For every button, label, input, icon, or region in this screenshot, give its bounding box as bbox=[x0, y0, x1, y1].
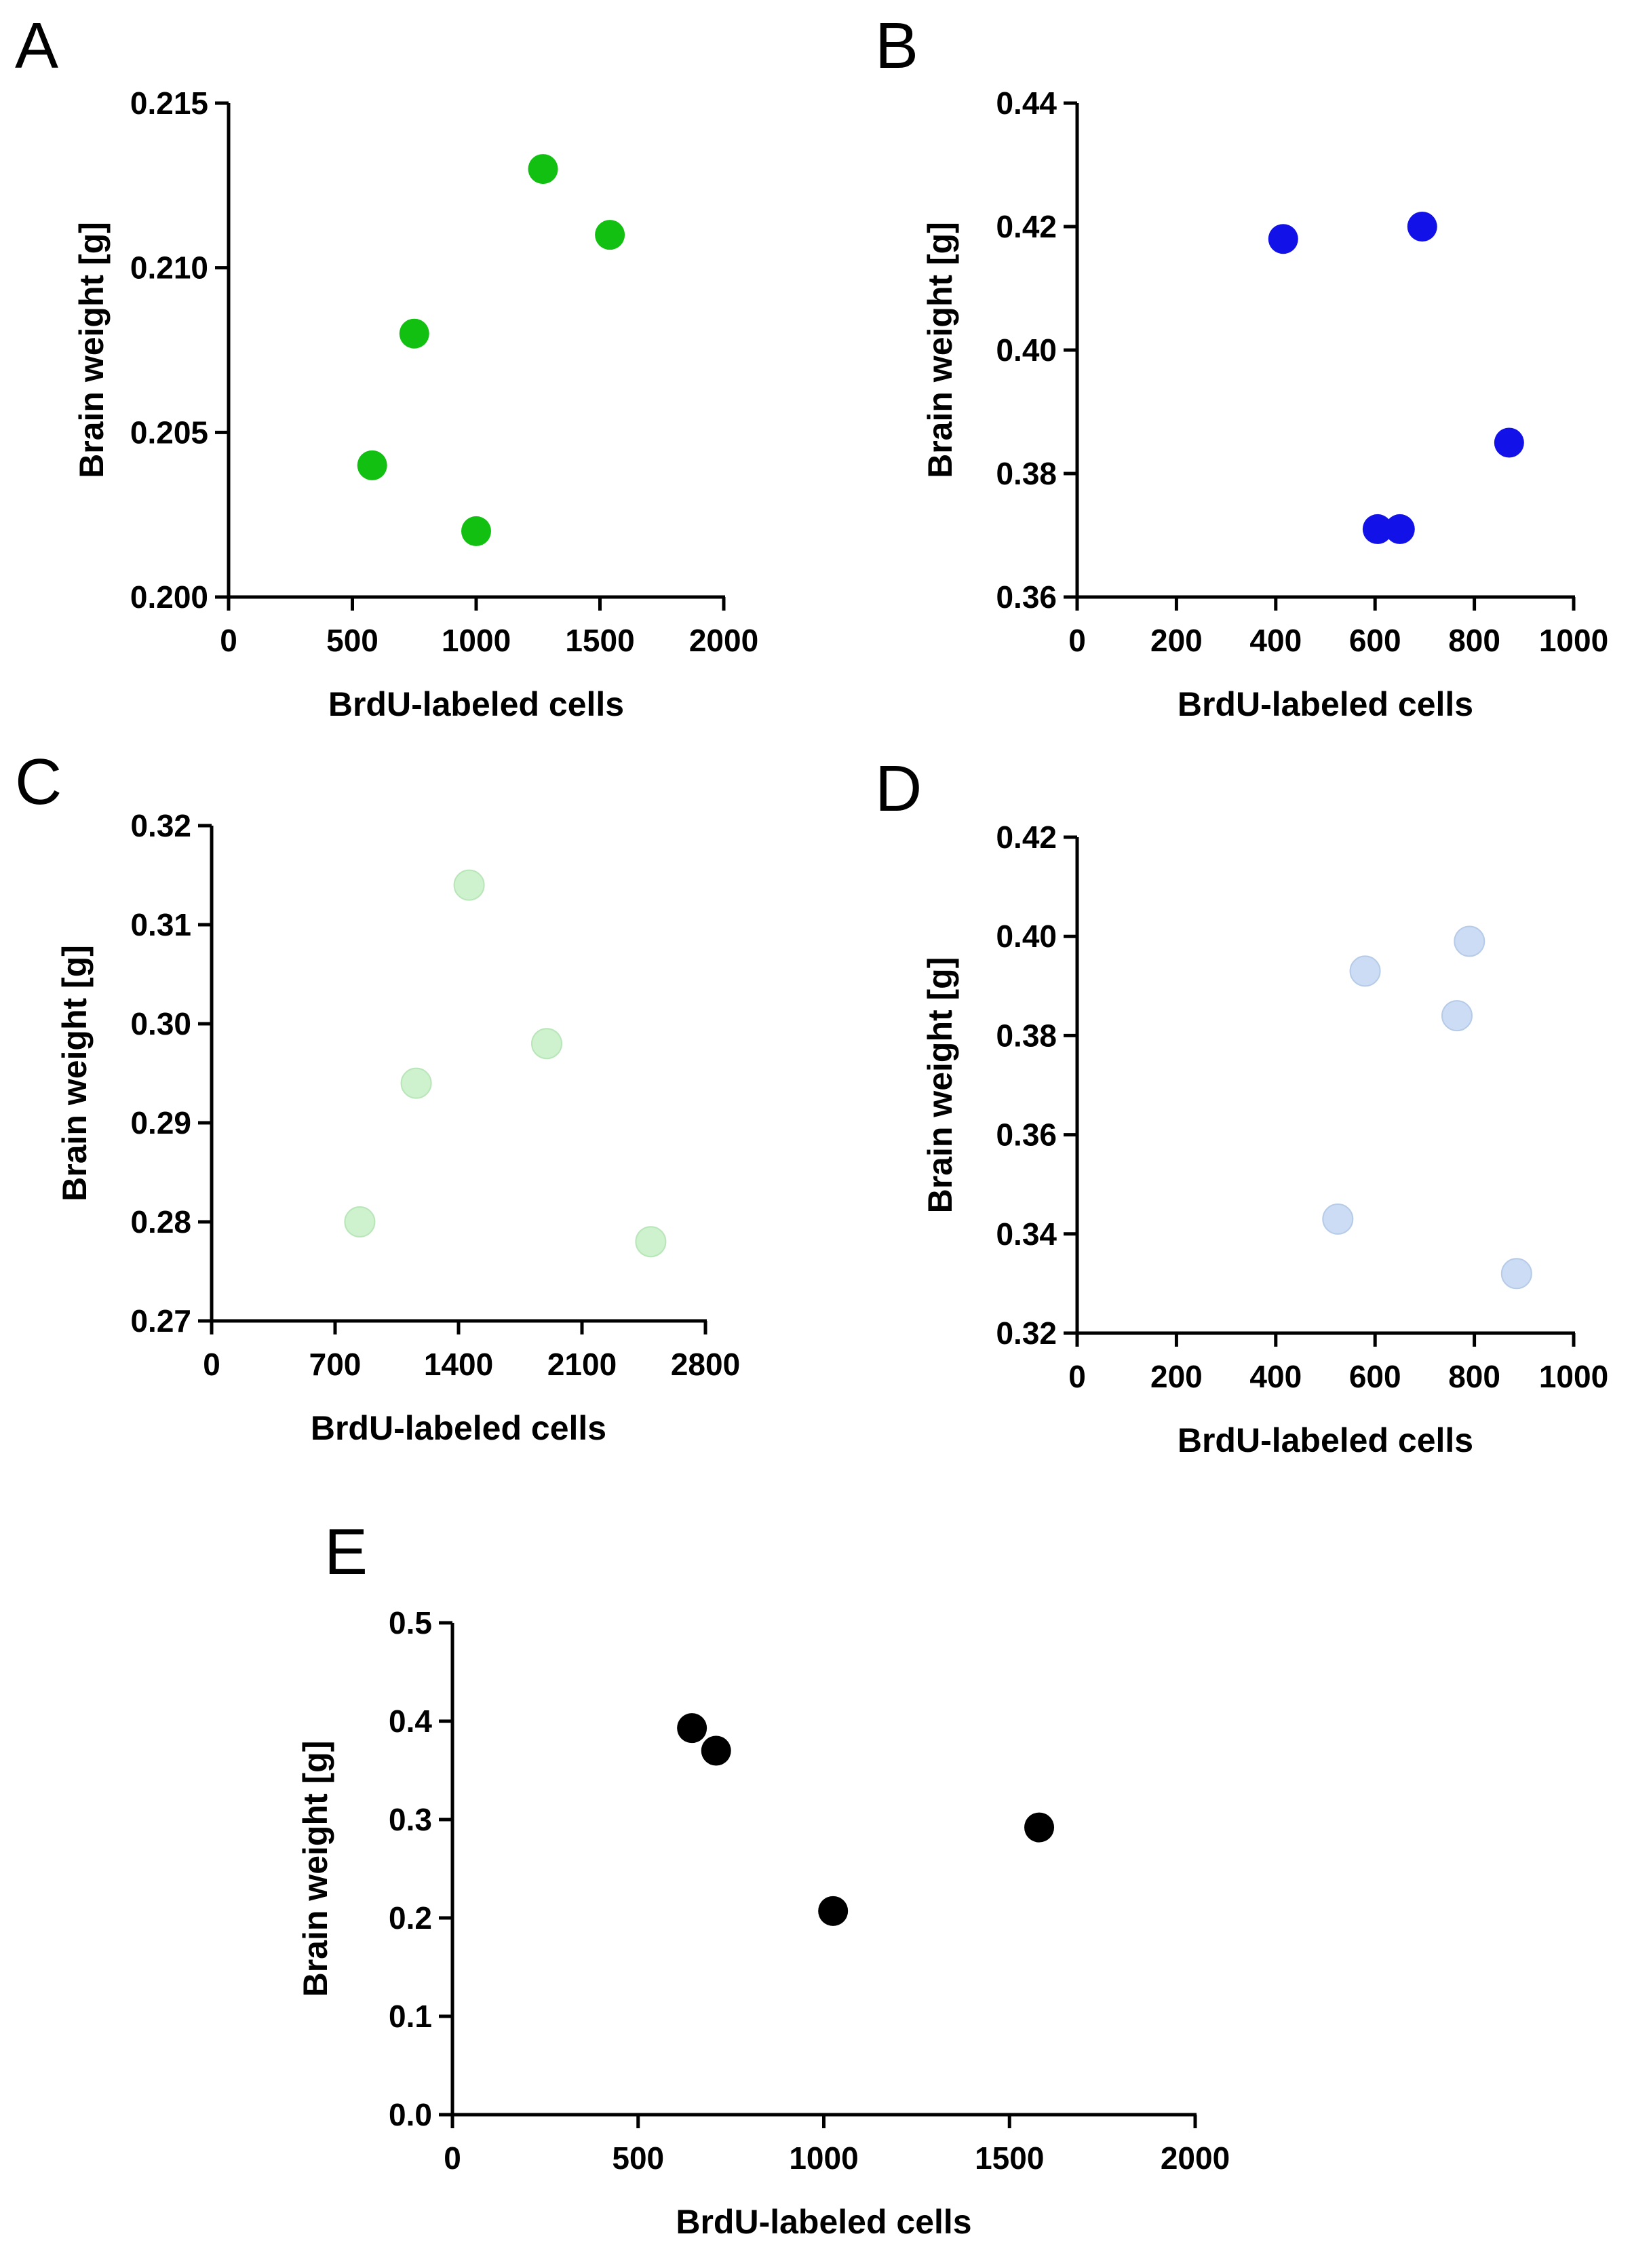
y-tick-label: 0.36 bbox=[996, 579, 1057, 615]
y-tick-label: 0.38 bbox=[996, 1018, 1057, 1053]
data-point bbox=[1362, 514, 1393, 544]
data-point bbox=[818, 1896, 849, 1926]
data-point bbox=[1407, 212, 1437, 242]
y-tick-label: 0.2 bbox=[389, 1900, 432, 1936]
panel-letter: A bbox=[15, 9, 58, 82]
data-point bbox=[1494, 427, 1524, 458]
y-tick-label: 0.3 bbox=[389, 1802, 432, 1837]
data-point bbox=[595, 220, 625, 250]
panel-letter: D bbox=[875, 752, 922, 825]
x-tick-label: 500 bbox=[612, 2140, 664, 2176]
x-axis-title: BrdU-labeled cells bbox=[1178, 685, 1473, 723]
data-point bbox=[357, 450, 387, 480]
data-point bbox=[1500, 1258, 1532, 1290]
y-tick-label: 0.42 bbox=[996, 209, 1057, 244]
x-axis-title: BrdU-labeled cells bbox=[311, 1409, 606, 1447]
y-tick-label: 0.44 bbox=[996, 85, 1057, 121]
y-tick-label: 0.32 bbox=[996, 1315, 1057, 1351]
data-point bbox=[1384, 514, 1415, 544]
data-point bbox=[1268, 224, 1298, 254]
data-point bbox=[635, 1226, 667, 1258]
x-tick-label: 800 bbox=[1448, 1359, 1500, 1394]
x-tick-label: 2000 bbox=[1161, 2140, 1230, 2176]
y-tick-label: 0.1 bbox=[389, 1999, 432, 2034]
y-tick-label: 0.215 bbox=[130, 85, 208, 121]
y-tick-label: 0.32 bbox=[130, 808, 191, 843]
y-tick-label: 0.29 bbox=[130, 1105, 191, 1140]
x-tick-label: 0 bbox=[1068, 623, 1086, 658]
x-tick-label: 700 bbox=[309, 1347, 362, 1382]
panel-letter: C bbox=[15, 746, 62, 818]
x-tick-label: 0 bbox=[203, 1347, 220, 1382]
x-tick-label: 200 bbox=[1150, 623, 1203, 658]
x-tick-label: 1500 bbox=[975, 2140, 1044, 2176]
x-tick-label: 200 bbox=[1150, 1359, 1203, 1394]
data-point bbox=[531, 1028, 562, 1060]
x-axis-title: BrdU-labeled cells bbox=[676, 2203, 971, 2241]
y-axis-title: Brain weight [g] bbox=[921, 222, 959, 478]
y-tick-label: 0.38 bbox=[996, 456, 1057, 491]
x-tick-label: 0 bbox=[1068, 1359, 1086, 1394]
data-point bbox=[528, 154, 558, 185]
x-axis-title: BrdU-labeled cells bbox=[328, 685, 624, 723]
data-point bbox=[461, 516, 491, 546]
y-tick-label: 0.5 bbox=[389, 1605, 432, 1640]
y-tick-label: 0.200 bbox=[130, 579, 208, 615]
panel-letter: B bbox=[875, 9, 918, 82]
y-axis-title: Brain weight [g] bbox=[296, 1741, 334, 1997]
y-axis-title: Brain weight [g] bbox=[56, 945, 94, 1202]
x-tick-label: 1000 bbox=[789, 2140, 858, 2176]
panel-letter: E bbox=[324, 1516, 368, 1588]
x-tick-label: 1000 bbox=[442, 623, 511, 658]
x-tick-label: 1000 bbox=[1539, 623, 1608, 658]
panel-a: A 0 500 1000 1500 2000 0.200 0.205 0.210 0.215 Brd… bbox=[15, 9, 758, 723]
panel-e: E 0 500 1000 1500 2000 0.0 0.1 0.2 0.3 0.4 0.5 BrdU-… bbox=[296, 1516, 1230, 2241]
data-point bbox=[344, 1206, 376, 1237]
y-tick-label: 0.40 bbox=[996, 919, 1057, 954]
x-tick-label: 1400 bbox=[424, 1347, 493, 1382]
data-point bbox=[1349, 955, 1381, 987]
x-tick-label: 600 bbox=[1349, 623, 1401, 658]
x-tick-label: 2100 bbox=[547, 1347, 617, 1382]
y-tick-label: 0.36 bbox=[996, 1117, 1057, 1153]
y-tick-label: 0.205 bbox=[130, 415, 208, 450]
x-tick-label: 2800 bbox=[671, 1347, 740, 1382]
data-point bbox=[1441, 1000, 1473, 1032]
panel-c: C 0 700 1400 2100 2800 0.27 0.28 0.29 0.30 0.31 0.3… bbox=[15, 746, 740, 1447]
data-point bbox=[453, 869, 485, 901]
data-point bbox=[1322, 1203, 1354, 1235]
data-point bbox=[399, 318, 429, 349]
y-tick-label: 0.42 bbox=[996, 820, 1057, 855]
x-tick-label: 400 bbox=[1249, 1359, 1302, 1394]
x-axis-title: BrdU-labeled cells bbox=[1178, 1421, 1473, 1459]
panel-b: B 0 200 400 600 800 1000 0.36 0.38 0.40 0.42 0.44 Br… bbox=[875, 9, 1608, 723]
y-tick-label: 0.0 bbox=[389, 2097, 432, 2132]
y-axis-title: Brain weight [g] bbox=[921, 957, 959, 1214]
y-tick-label: 0.31 bbox=[130, 907, 191, 942]
data-point bbox=[1024, 1812, 1055, 1843]
y-tick-label: 0.40 bbox=[996, 332, 1057, 368]
x-tick-label: 0 bbox=[444, 2140, 461, 2176]
x-tick-label: 400 bbox=[1249, 623, 1302, 658]
x-tick-label: 2000 bbox=[689, 623, 758, 658]
data-point bbox=[677, 1713, 707, 1744]
x-tick-label: 500 bbox=[326, 623, 378, 658]
panel-d: D 0 200 400 600 800 1000 0.32 0.34 0.36 0.38 0.40 0.… bbox=[875, 752, 1608, 1459]
data-point bbox=[400, 1067, 432, 1099]
y-tick-label: 0.4 bbox=[389, 1704, 432, 1739]
x-tick-label: 1000 bbox=[1539, 1359, 1608, 1394]
y-tick-label: 0.210 bbox=[130, 250, 208, 286]
y-tick-label: 0.27 bbox=[130, 1303, 191, 1339]
y-axis-title: Brain weight [g] bbox=[73, 222, 111, 478]
x-tick-label: 1500 bbox=[565, 623, 634, 658]
data-point bbox=[1454, 925, 1485, 957]
x-tick-label: 800 bbox=[1448, 623, 1500, 658]
y-tick-label: 0.34 bbox=[996, 1216, 1057, 1252]
x-tick-label: 600 bbox=[1349, 1359, 1401, 1394]
y-tick-label: 0.28 bbox=[130, 1204, 191, 1239]
y-tick-label: 0.30 bbox=[130, 1006, 191, 1041]
data-point bbox=[701, 1735, 731, 1766]
x-tick-label: 0 bbox=[220, 623, 237, 658]
